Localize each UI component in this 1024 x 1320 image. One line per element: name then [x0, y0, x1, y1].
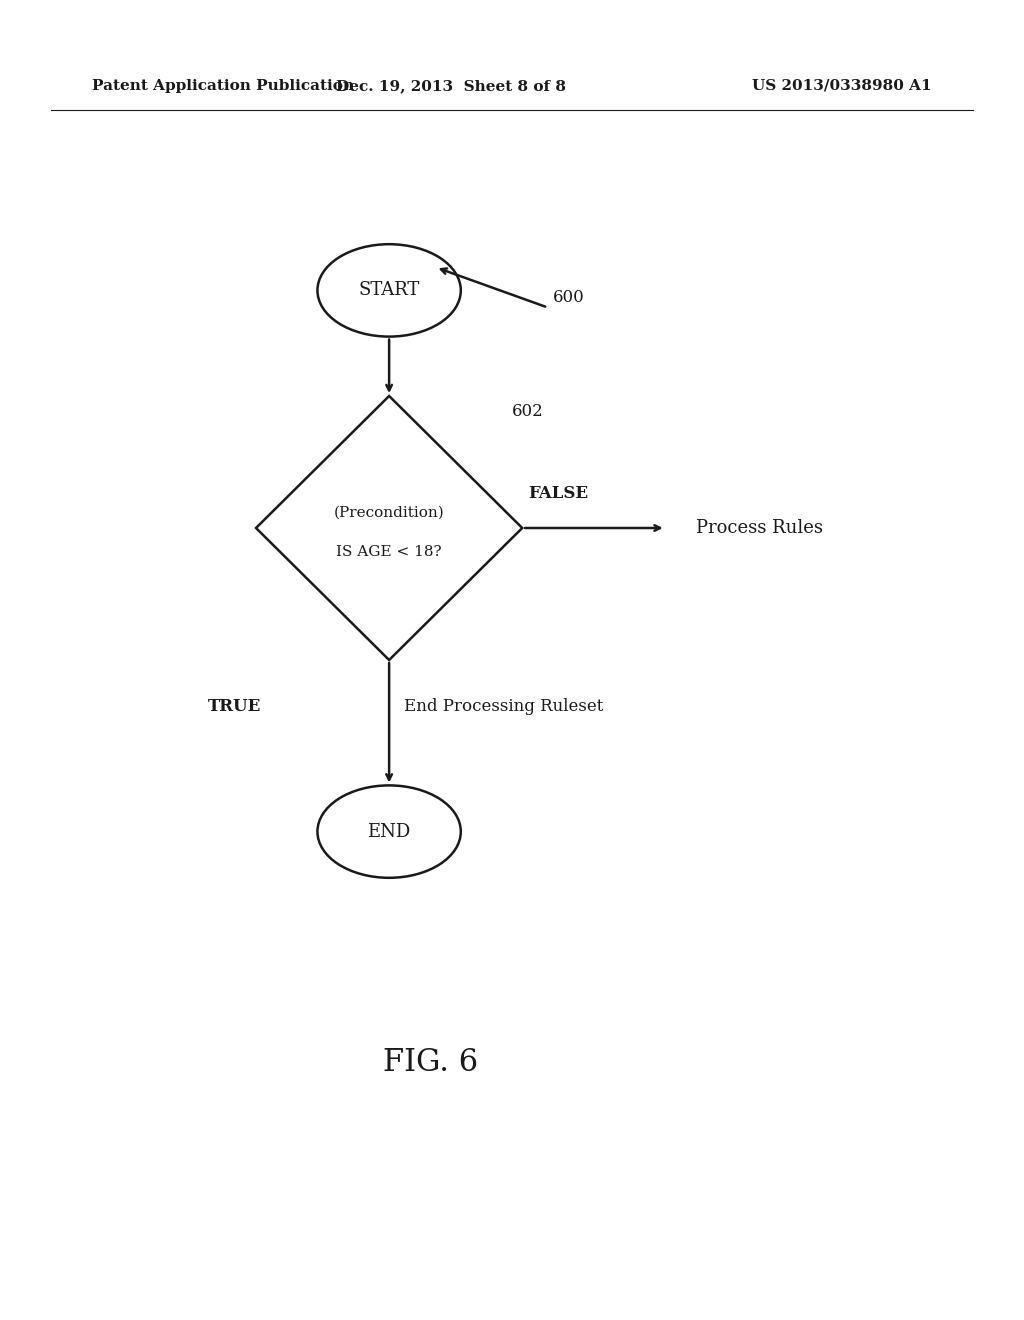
Text: 602: 602 — [512, 404, 544, 420]
Text: START: START — [358, 281, 420, 300]
Text: TRUE: TRUE — [208, 698, 261, 714]
Text: END: END — [368, 822, 411, 841]
Text: Patent Application Publication: Patent Application Publication — [92, 79, 354, 92]
Text: (Precondition): (Precondition) — [334, 506, 444, 519]
Text: IS AGE < 18?: IS AGE < 18? — [336, 545, 442, 558]
Text: 600: 600 — [553, 289, 585, 305]
Ellipse shape — [317, 785, 461, 878]
Text: US 2013/0338980 A1: US 2013/0338980 A1 — [753, 79, 932, 92]
Text: Dec. 19, 2013  Sheet 8 of 8: Dec. 19, 2013 Sheet 8 of 8 — [336, 79, 565, 92]
Text: Process Rules: Process Rules — [696, 519, 823, 537]
Polygon shape — [256, 396, 522, 660]
Text: End Processing Ruleset: End Processing Ruleset — [404, 698, 604, 714]
Ellipse shape — [317, 244, 461, 337]
Text: FIG. 6: FIG. 6 — [383, 1047, 477, 1078]
Text: FALSE: FALSE — [528, 484, 588, 502]
